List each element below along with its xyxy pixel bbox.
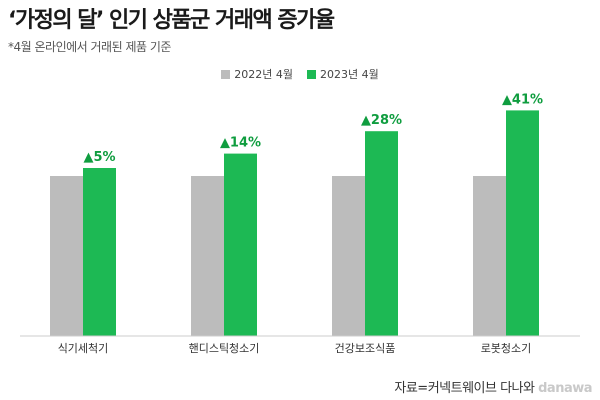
chart-title: ‘가정의 달’ 인기 상품군 거래액 증가율 xyxy=(8,8,335,33)
category-label-1: 식기세척기 xyxy=(58,342,109,355)
legend-item-2023: 2023년 4월 xyxy=(307,66,379,82)
bar-2022-3 xyxy=(332,176,365,336)
legend-label-2022: 2022년 4월 xyxy=(234,68,293,81)
category-label-4: 로봇청소기 xyxy=(481,342,532,355)
data-label-4: ▲41% xyxy=(502,92,543,107)
source-text: 자료=커넥트웨이브 다나와 xyxy=(394,381,535,396)
bar-2023-4 xyxy=(506,110,539,337)
legend-label-2023: 2023년 4월 xyxy=(320,68,379,81)
source-note: 자료=커넥트웨이브 다나와 danawa xyxy=(394,377,592,396)
chart-subtitle: *4월 온라인에서 거래된 제품 기준 xyxy=(8,40,171,54)
legend-swatch-2022 xyxy=(221,69,231,79)
legend-swatch-2023 xyxy=(307,69,316,79)
data-label-1: ▲5% xyxy=(83,150,115,165)
bar-2022-1 xyxy=(50,176,83,336)
category-label-3: 건강보조식품 xyxy=(335,342,396,355)
bar-2022-4 xyxy=(473,176,506,336)
data-label-2: ▲14% xyxy=(220,136,261,151)
legend: 2022년 4월 2023년 4월 xyxy=(0,66,600,82)
bar-2022-2 xyxy=(191,176,224,336)
watermark-logo: danawa xyxy=(538,381,592,396)
legend-item-2022: 2022년 4월 xyxy=(221,66,293,82)
bar-2023-1 xyxy=(83,168,116,336)
bar-2023-2 xyxy=(224,153,257,336)
bar-2023-3 xyxy=(365,131,398,336)
category-label-2: 핸디스틱청소기 xyxy=(189,342,260,355)
data-label-3: ▲28% xyxy=(361,113,402,128)
